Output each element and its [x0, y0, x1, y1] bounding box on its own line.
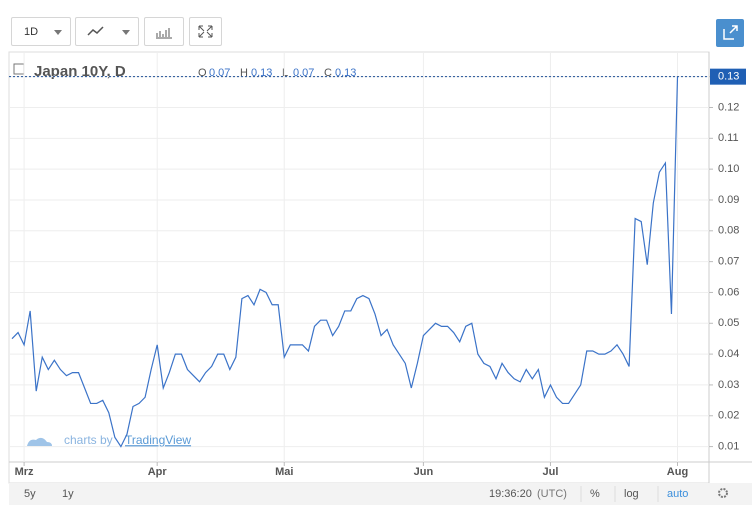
range-button[interactable]: 5y — [24, 488, 36, 500]
y-tick-label: 0.12 — [718, 101, 739, 113]
icon — [723, 25, 738, 40]
y-tick-label: 0.08 — [718, 225, 739, 237]
x-tick-label: Aug — [667, 466, 688, 478]
brand-logo — [27, 437, 52, 446]
fullscreen-button[interactable] — [189, 17, 222, 46]
scale-option[interactable]: log — [624, 488, 639, 500]
ohlc-value: 0.13 — [335, 67, 356, 79]
range-button[interactable]: 1y — [62, 488, 74, 500]
interval-button[interactable]: 1D — [11, 17, 71, 46]
y-tick-label: 0.09 — [718, 194, 739, 206]
y-tick-label: 0.01 — [718, 440, 739, 452]
scale-option[interactable]: % — [590, 488, 600, 500]
x-tick-label: Jul — [542, 466, 558, 478]
y-tick-label: 0.10 — [718, 163, 739, 175]
y-tick-label: 0.04 — [718, 348, 739, 360]
ohlc-value: 0.13 — [251, 67, 272, 79]
x-tick-label: Mrz — [15, 466, 34, 478]
y-tick-label: 0.03 — [718, 379, 739, 391]
chart-style-button[interactable] — [75, 17, 139, 46]
interval-label: 1D — [24, 26, 39, 38]
ohlc-key: C — [324, 67, 332, 79]
brand-prefix: charts by — [64, 433, 113, 447]
icon — [87, 26, 130, 36]
scale-option[interactable]: auto — [667, 488, 688, 500]
price-line — [11, 76, 679, 448]
popout-button[interactable] — [716, 19, 744, 47]
bottom-bar — [9, 483, 752, 505]
settings-icon — [718, 488, 728, 498]
symbol-title: Japan 10Y, D — [34, 63, 126, 80]
x-tick-label: Jun — [414, 466, 434, 478]
last-price-box — [710, 68, 746, 85]
collapse-icon[interactable] — [13, 63, 25, 75]
icon — [156, 28, 172, 39]
x-tick-label: Apr — [148, 466, 168, 478]
ohlc-key: O — [198, 67, 207, 79]
y-tick-label: 0.06 — [718, 286, 739, 298]
y-tick-label: 0.05 — [718, 317, 739, 329]
y-tick-label: 0.11 — [718, 132, 739, 144]
indicators-button[interactable] — [144, 17, 184, 46]
icon — [198, 25, 213, 38]
ohlc-value: 0.07 — [293, 67, 314, 79]
ohlc-key: H — [240, 67, 248, 79]
ohlc-value: 0.07 — [209, 67, 230, 79]
dropdown-arrow — [54, 30, 62, 35]
last-price-label: 0.13 — [718, 71, 739, 83]
pane-border — [8, 51, 710, 484]
x-tick-label: Mai — [275, 466, 293, 478]
ohlc-key: L — [282, 67, 288, 79]
y-tick-label: 0.02 — [718, 410, 739, 422]
timezone: (UTC) — [537, 488, 567, 500]
clock: 19:36:20 — [489, 488, 532, 500]
y-tick-label: 0.07 — [718, 256, 739, 268]
brand-name: TradingView — [125, 433, 191, 447]
